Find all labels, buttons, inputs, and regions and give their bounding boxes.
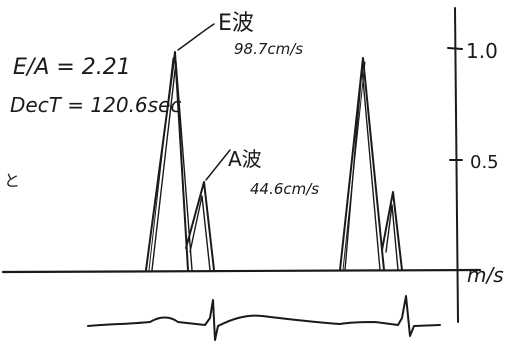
a-wave-2 [381,191,403,271]
dect-label: DecT = 120.6sec [10,93,181,117]
axis-tick-label-1-0: 1.0 [466,39,498,63]
e-wave-value: 98.7cm/s [234,40,303,58]
a-wave-leader [205,149,231,181]
axis-unit-label: m/s [467,263,504,287]
e-wave-1 [145,51,193,271]
axis-tick-label-0-5: 0.5 [470,152,499,173]
axis-tick-1-0 [447,47,463,50]
baseline [1,268,482,274]
a-wave-value: 44.6cm/s [250,180,319,198]
e-wave-leader [177,23,215,51]
ecg-trace [87,295,441,341]
vertical-axis [454,7,459,323]
e-wave-2 [339,57,385,271]
a-wave-1 [185,181,215,271]
ea-ratio-label: E/A = 2.21 [13,55,131,80]
left-fragment: と [4,171,20,190]
a-wave-name: A波 [228,147,262,171]
e-wave-name: E波 [218,11,254,36]
